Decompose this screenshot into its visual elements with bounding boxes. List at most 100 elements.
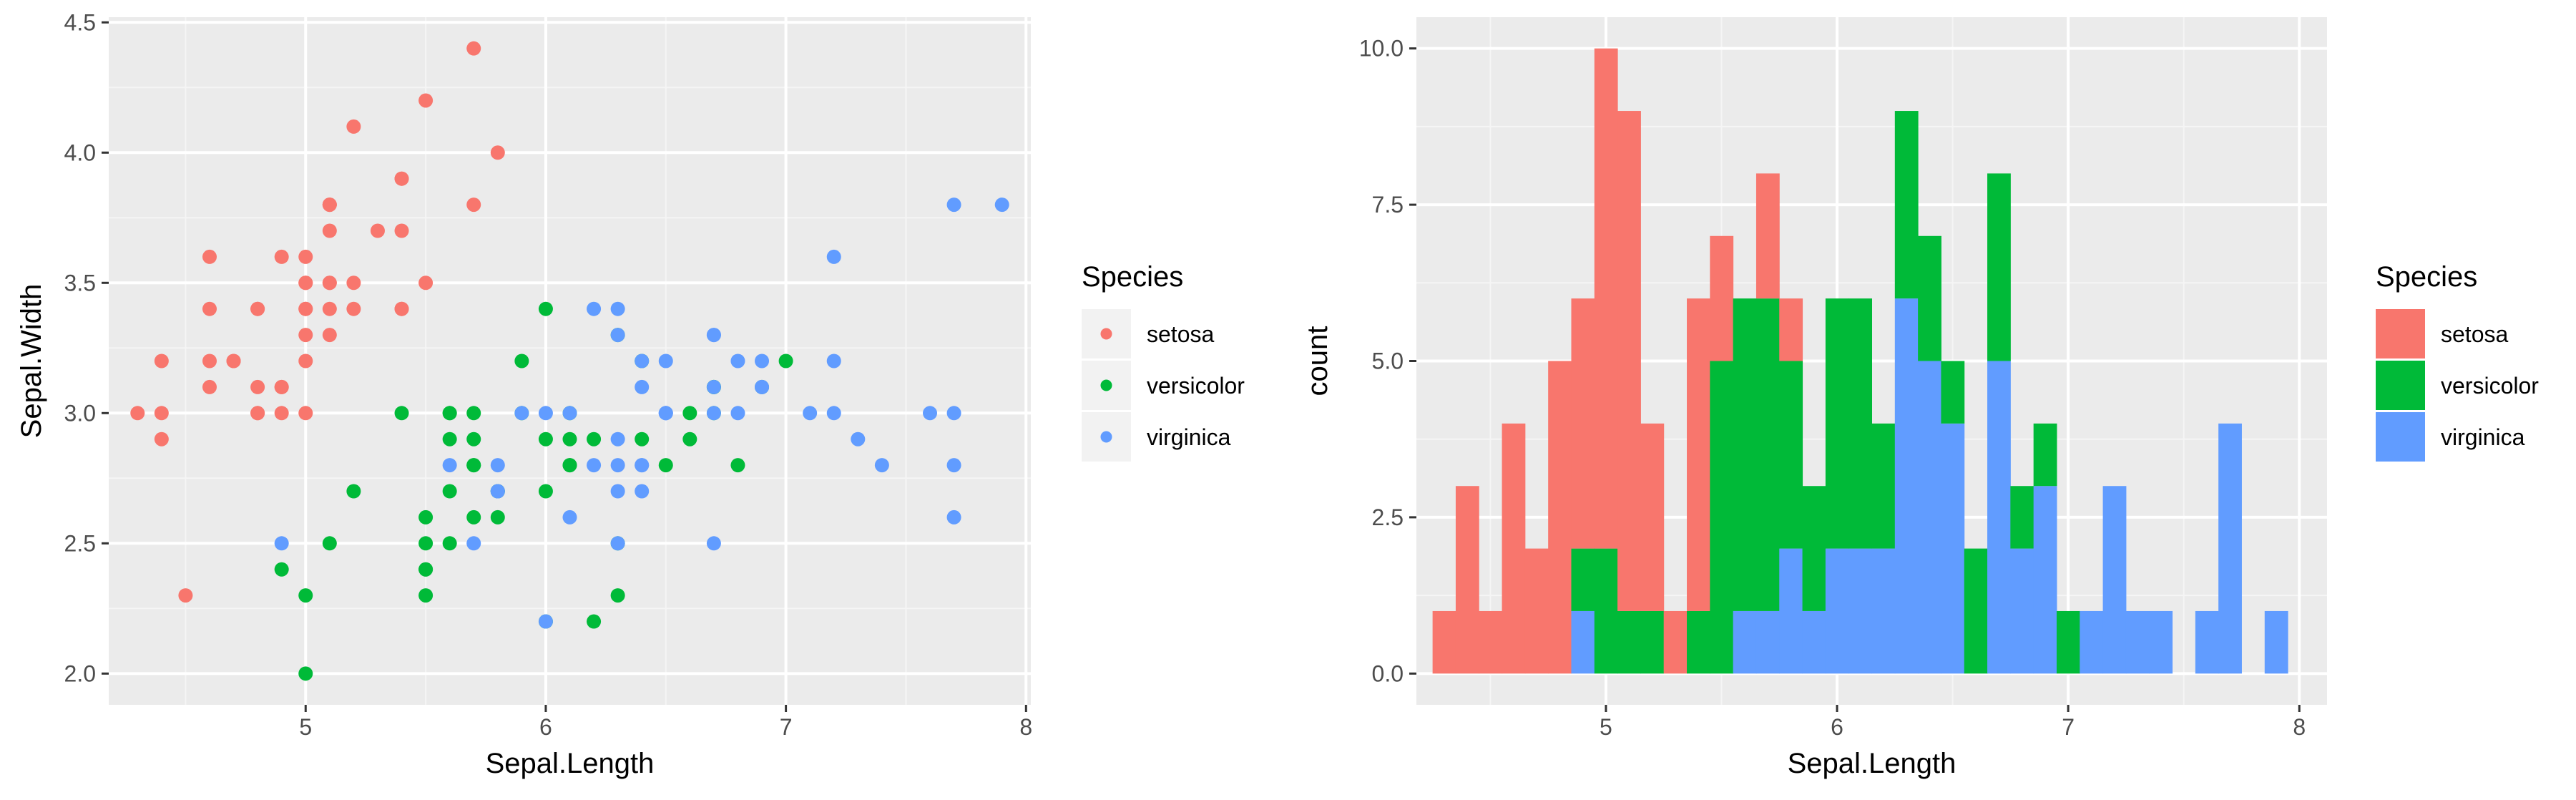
scatter-point-virginica (490, 484, 505, 499)
scatter-point-setosa (178, 588, 193, 603)
scatter-point-setosa (298, 353, 313, 369)
scatter-point-setosa (250, 406, 265, 421)
scatter-x-tick-label: 7 (780, 714, 793, 740)
scatter-point-virginica (635, 484, 650, 499)
scatter-point-setosa (250, 379, 265, 394)
scatter-point-virginica (946, 197, 961, 213)
scatter-point-setosa (250, 301, 265, 316)
histogram-bar-versicolor (1571, 548, 1595, 611)
scatter-point-virginica (946, 509, 961, 525)
histogram-x-tick-label: 8 (2293, 714, 2306, 740)
histogram-bar-virginica (2195, 610, 2219, 674)
scatter-point-versicolor (587, 431, 602, 447)
scatter-point-virginica (610, 328, 625, 343)
scatter-point-virginica (274, 536, 289, 551)
scatter-point-virginica (635, 379, 650, 394)
scatter-point-setosa (154, 353, 169, 369)
scatter-point-virginica (587, 301, 602, 316)
scatter-point-virginica (946, 406, 961, 421)
scatter-point-versicolor (466, 431, 481, 447)
scatter-point-virginica (658, 353, 673, 369)
scatter-point-setosa (370, 223, 385, 238)
histogram-bar-versicolor (1964, 548, 1988, 674)
histogram-bar-virginica (1894, 298, 1919, 674)
scatter-point-virginica (851, 431, 866, 447)
scatter-point-virginica (538, 614, 553, 629)
histogram-bar-versicolor (1918, 235, 1941, 361)
scatter-point-versicolor (658, 458, 673, 473)
scatter-point-virginica (610, 536, 625, 551)
scatter-point-virginica (635, 458, 650, 473)
histogram-legend-label-virginica: virginica (2441, 424, 2525, 450)
scatter-point-versicolor (322, 536, 337, 551)
scatter-point-versicolor (538, 301, 553, 316)
scatter-point-virginica (587, 458, 602, 473)
histogram-bar-versicolor (1871, 423, 1896, 549)
scatter-point-virginica (755, 353, 770, 369)
scatter-point-setosa (346, 301, 361, 316)
scatter-legend-label-versicolor: versicolor (1147, 373, 1245, 399)
scatter-point-versicolor (418, 562, 434, 577)
histogram-y-tick-label: 10.0 (1359, 36, 1404, 62)
scatter-y-tick-label: 2.0 (64, 660, 96, 686)
histogram-bar-setosa (1710, 235, 1734, 361)
scatter-point-setosa (226, 353, 241, 369)
scatter-point-versicolor (442, 431, 457, 447)
scatter-point-virginica (730, 353, 745, 369)
scatter-y-tick-label: 4.0 (64, 140, 96, 165)
scatter-point-setosa (202, 353, 217, 369)
histogram-bar-virginica (1755, 610, 1780, 674)
histogram-bar-versicolor (1594, 548, 1618, 674)
histogram-bar-virginica (1941, 423, 1965, 674)
scatter-y-tick-label: 3.5 (64, 270, 96, 296)
scatter-x-axis-title: Sepal.Length (486, 748, 655, 779)
scatter-point-versicolor (682, 431, 697, 447)
scatter-point-virginica (658, 406, 673, 421)
scatter-point-virginica (442, 458, 457, 473)
histogram-bar-virginica (2033, 486, 2057, 674)
histogram-bar-versicolor (1802, 486, 1826, 611)
scatter-point-versicolor (778, 353, 793, 369)
scatter-point-setosa (394, 223, 409, 238)
scatter-point-setosa (466, 41, 481, 56)
histogram-bar-virginica (1918, 361, 1941, 674)
histogram-bar-versicolor (1687, 610, 1710, 674)
scatter-point-virginica (803, 406, 818, 421)
histogram-bar-virginica (2125, 610, 2150, 674)
scatter-point-versicolor (442, 536, 457, 551)
scatter-point-setosa (274, 406, 289, 421)
scatter-point-setosa (346, 119, 361, 134)
histogram-bar-virginica (2149, 610, 2173, 674)
scatter-point-virginica (466, 536, 481, 551)
scatter-point-virginica (610, 458, 625, 473)
histogram-bar-virginica (2010, 548, 2034, 674)
scatter-point-versicolor (346, 484, 361, 499)
histogram-bar-versicolor (1710, 361, 1734, 674)
histogram-bar-versicolor (1640, 610, 1665, 674)
scatter-legend-title: Species (1082, 261, 1183, 293)
scatter-point-setosa (346, 275, 361, 291)
histogram-bar-virginica (1779, 548, 1803, 674)
scatter-point-setosa (298, 249, 313, 264)
scatter-point-setosa (322, 328, 337, 343)
histogram-bar-virginica (1848, 548, 1872, 674)
histogram-bar-setosa (1455, 486, 1479, 674)
scatter-point-setosa (322, 197, 337, 213)
scatter-point-virginica (538, 406, 553, 421)
scatter-point-versicolor (418, 536, 434, 551)
scatter-point-versicolor (298, 588, 313, 603)
scatter-point-versicolor (466, 406, 481, 421)
histogram-bar-setosa (1502, 423, 1526, 674)
scatter-legend-label-setosa: setosa (1147, 321, 1214, 347)
scatter-point-versicolor (466, 458, 481, 473)
scatter-point-setosa (394, 301, 409, 316)
scatter-point-setosa (274, 379, 289, 394)
scatter-point-setosa (298, 301, 313, 316)
scatter-point-virginica (706, 379, 721, 394)
scatter-legend-swatch-setosa (1100, 328, 1112, 340)
scatter-point-setosa (298, 275, 313, 291)
scatter-y-tick-label: 4.5 (64, 9, 96, 35)
scatter-point-setosa (490, 145, 505, 160)
scatter-point-setosa (274, 249, 289, 264)
